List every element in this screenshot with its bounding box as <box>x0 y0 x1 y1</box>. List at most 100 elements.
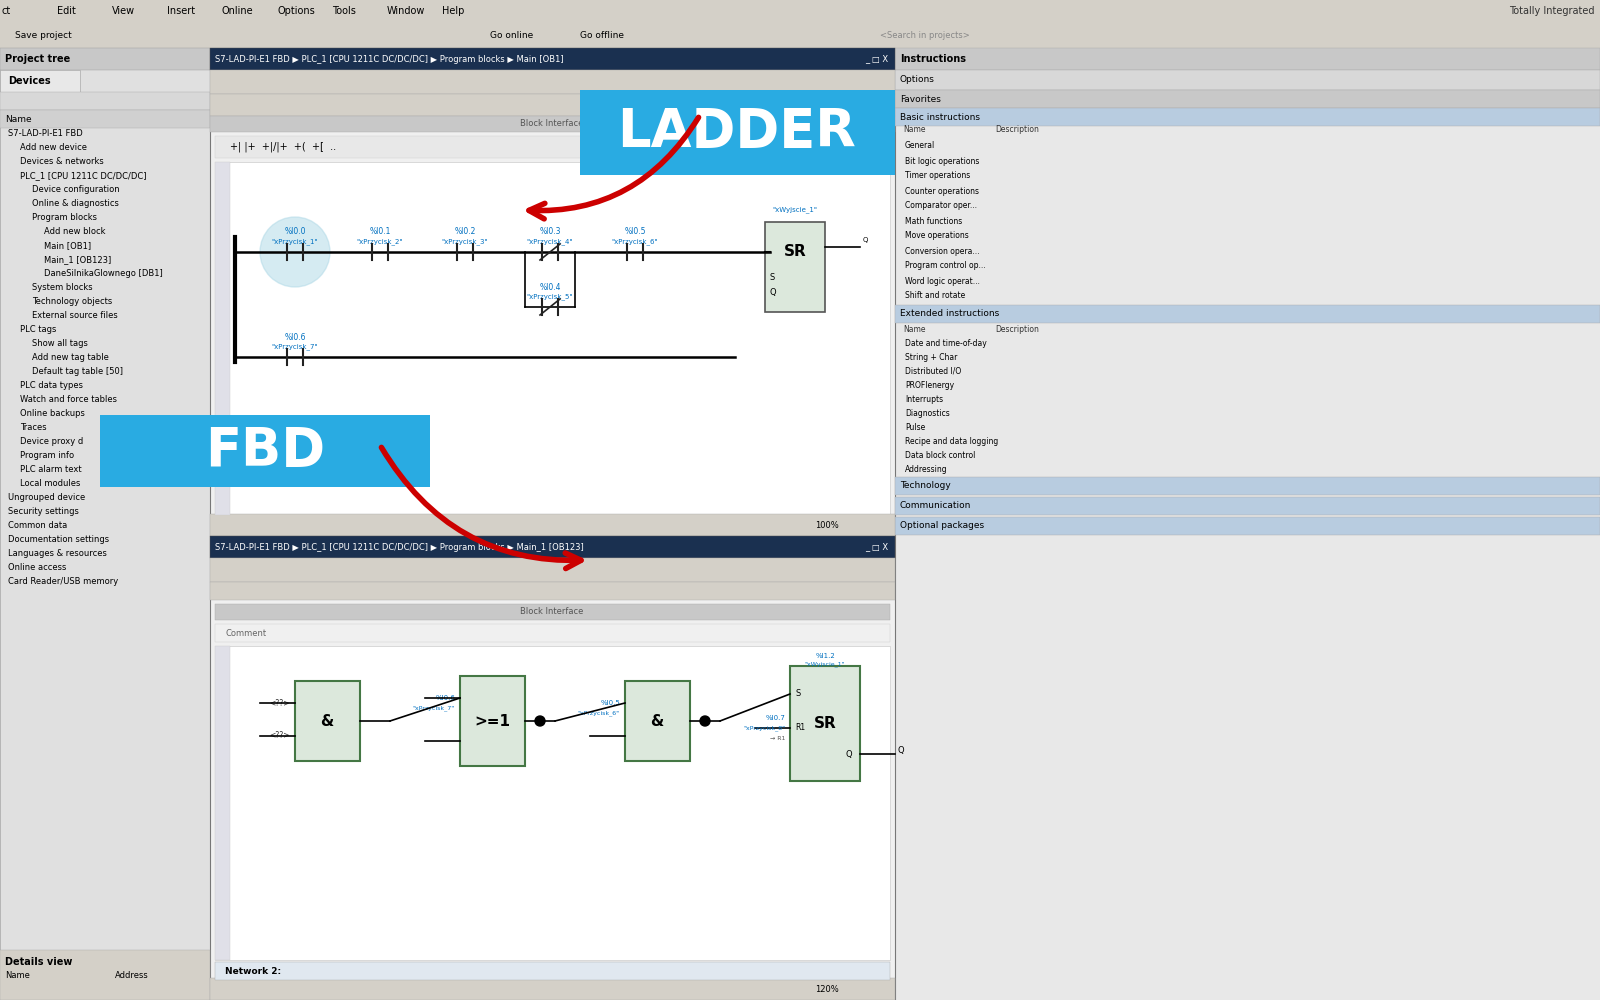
Text: PLC_1 [CPU 1211C DC/DC/DC]: PLC_1 [CPU 1211C DC/DC/DC] <box>19 172 147 180</box>
Text: Communication: Communication <box>899 502 971 510</box>
Text: Show all tags: Show all tags <box>32 340 88 349</box>
Text: Name: Name <box>902 324 925 334</box>
Text: Common data: Common data <box>8 522 67 530</box>
Text: Counter operations: Counter operations <box>906 186 979 196</box>
Circle shape <box>534 716 546 726</box>
Text: Main_1 [OB123]: Main_1 [OB123] <box>45 255 112 264</box>
Text: "xWyjscie_1": "xWyjscie_1" <box>773 207 818 213</box>
Text: Description: Description <box>995 324 1038 334</box>
Text: Details view: Details view <box>5 957 72 967</box>
Text: Data block control: Data block control <box>906 450 976 460</box>
Text: Name: Name <box>5 114 32 123</box>
Bar <box>790 666 861 781</box>
Text: DaneSilnikaGlownego [DB1]: DaneSilnikaGlownego [DB1] <box>45 269 163 278</box>
Text: SR: SR <box>784 244 806 259</box>
Text: Comment: Comment <box>226 629 266 638</box>
Text: %I1.2: %I1.2 <box>814 653 835 659</box>
Text: SR: SR <box>814 716 837 730</box>
Text: "xWyjscie_1": "xWyjscie_1" <box>805 661 845 667</box>
Text: ct: ct <box>2 6 11 16</box>
Text: → R1: → R1 <box>770 736 786 740</box>
Text: "xPrzycisk_4": "xPrzycisk_4" <box>526 239 573 245</box>
Text: %I0.0: %I0.0 <box>285 228 306 236</box>
Text: Interrupts: Interrupts <box>906 394 942 403</box>
Bar <box>894 108 1600 126</box>
Text: S7-LAD-PI-E1 FBD ▶ PLC_1 [CPU 1211C DC/DC/DC] ▶ Program blocks ▶ Main_1 [OB123]: S7-LAD-PI-E1 FBD ▶ PLC_1 [CPU 1211C DC/D… <box>214 542 584 552</box>
Text: %I0.1: %I0.1 <box>370 228 390 236</box>
Text: Languages & resources: Languages & resources <box>8 550 107 558</box>
Text: Program control op...: Program control op... <box>906 261 986 270</box>
Text: %I0.5: %I0.5 <box>600 700 621 706</box>
Text: Recipe and data logging: Recipe and data logging <box>906 436 998 446</box>
Text: Local modules: Local modules <box>19 480 80 488</box>
Bar <box>626 681 690 761</box>
Text: Comparator oper...: Comparator oper... <box>906 202 978 211</box>
Text: Devices & networks: Devices & networks <box>19 157 104 166</box>
Bar <box>214 162 230 515</box>
Text: Math functions: Math functions <box>906 217 962 226</box>
Bar <box>0 22 1600 48</box>
Bar <box>210 70 894 94</box>
Text: Security settings: Security settings <box>8 508 78 516</box>
Text: PLC tags: PLC tags <box>19 326 56 334</box>
Bar <box>210 48 894 70</box>
Text: Save project: Save project <box>14 30 72 39</box>
Text: Add new block: Add new block <box>45 228 106 236</box>
Text: Online & diagnostics: Online & diagnostics <box>32 200 118 209</box>
Text: "xPrzycisk_6": "xPrzycisk_6" <box>578 710 621 716</box>
Text: Watch and force tables: Watch and force tables <box>19 395 117 404</box>
Text: Extended instructions: Extended instructions <box>899 310 1000 318</box>
Text: Q: Q <box>898 746 904 756</box>
Text: Main [OB1]: Main [OB1] <box>45 241 91 250</box>
Text: Technology objects: Technology objects <box>32 298 112 306</box>
Text: Insert: Insert <box>166 6 195 16</box>
Bar <box>894 48 1600 1000</box>
Bar <box>0 110 210 128</box>
Text: Basic instructions: Basic instructions <box>899 112 979 121</box>
Text: Project tree: Project tree <box>5 54 70 64</box>
Text: Favorites: Favorites <box>899 95 941 104</box>
Text: Shift and rotate: Shift and rotate <box>906 292 965 300</box>
Text: System blocks: System blocks <box>32 284 93 292</box>
Text: "xPrzycisk_7": "xPrzycisk_7" <box>413 705 454 711</box>
Bar <box>210 536 894 558</box>
Bar <box>210 558 894 582</box>
Text: +| |+  +|/|+  +(  +[  ..: +| |+ +|/|+ +( +[ .. <box>230 142 336 152</box>
Text: %I0.5: %I0.5 <box>624 228 646 236</box>
Text: Online: Online <box>222 6 254 16</box>
Bar <box>461 676 525 766</box>
Text: Name: Name <box>902 125 925 134</box>
Bar <box>214 646 230 960</box>
Text: Device proxy d: Device proxy d <box>19 438 83 446</box>
Bar <box>99 415 430 487</box>
Text: "xPrzycisk_7": "xPrzycisk_7" <box>272 344 318 350</box>
Text: _ □ X: _ □ X <box>866 54 888 64</box>
Text: Device configuration: Device configuration <box>32 186 120 194</box>
Text: _ □ X: _ □ X <box>866 542 888 552</box>
Text: S: S <box>795 690 800 698</box>
Text: Date and time-of-day: Date and time-of-day <box>906 338 987 348</box>
Text: "xPrzycisk_5": "xPrzycisk_5" <box>526 294 573 300</box>
Bar <box>210 582 894 600</box>
Bar <box>214 136 890 158</box>
Text: Ungrouped device: Ungrouped device <box>8 493 85 502</box>
Text: Timer operations: Timer operations <box>906 172 970 180</box>
Text: S7-LAD-PI-E1 FBD: S7-LAD-PI-E1 FBD <box>8 129 83 138</box>
Text: >=1: >=1 <box>474 714 510 728</box>
Text: 100%: 100% <box>814 520 838 530</box>
Text: R1: R1 <box>795 724 805 732</box>
Text: Devices: Devices <box>8 76 51 86</box>
Text: General: General <box>906 141 936 150</box>
Text: PLC alarm text: PLC alarm text <box>19 466 82 475</box>
Text: &: & <box>650 714 664 728</box>
Text: S7-LAD-PI-E1 FBD ▶ PLC_1 [CPU 1211C DC/DC/DC] ▶ Program blocks ▶ Main [OB1]: S7-LAD-PI-E1 FBD ▶ PLC_1 [CPU 1211C DC/D… <box>214 54 563 64</box>
Text: %I0.6: %I0.6 <box>435 695 454 701</box>
Text: 120%: 120% <box>814 984 838 994</box>
Bar <box>894 517 1600 535</box>
Text: Addressing: Addressing <box>906 464 947 474</box>
Text: Documentation settings: Documentation settings <box>8 536 109 544</box>
Bar <box>294 681 360 761</box>
Text: Optional packages: Optional packages <box>899 522 984 530</box>
Text: %I0.6: %I0.6 <box>285 332 306 342</box>
Text: Go online: Go online <box>490 30 533 39</box>
